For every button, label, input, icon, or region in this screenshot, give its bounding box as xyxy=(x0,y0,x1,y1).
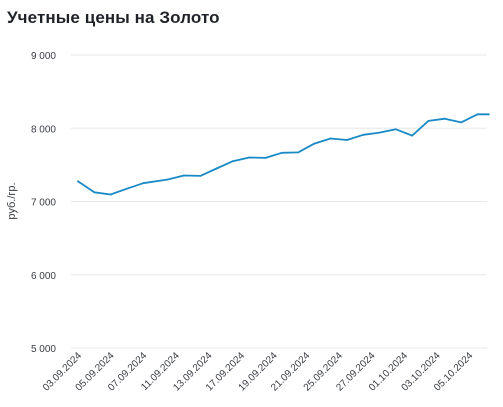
data-point xyxy=(313,142,316,145)
data-point xyxy=(166,178,169,181)
y-axis-label: руб./гр. xyxy=(6,182,18,219)
data-point xyxy=(183,174,185,177)
data-point xyxy=(93,191,96,194)
y-tick-label: 9 000 xyxy=(31,51,56,62)
data-point xyxy=(395,128,397,131)
y-tick-label: 5 000 xyxy=(31,344,56,355)
data-point xyxy=(199,175,202,177)
data-point xyxy=(297,151,299,154)
y-tick-label: 7 000 xyxy=(31,198,56,209)
data-point xyxy=(126,187,128,190)
data-point xyxy=(476,113,479,116)
data-point xyxy=(346,139,348,141)
data-point xyxy=(487,113,490,116)
data-point xyxy=(248,156,251,159)
data-point xyxy=(77,180,79,183)
data-point xyxy=(378,131,381,134)
y-axis-ticks: 5 000 6 000 7 000 8 000 9 000 xyxy=(31,51,56,355)
data-point xyxy=(231,160,234,163)
x-axis-ticks: 03.09.202405.09.202407.09.202411.09.2024… xyxy=(41,350,476,393)
data-point xyxy=(264,157,267,159)
data-point xyxy=(329,137,332,140)
data-point xyxy=(109,193,112,196)
series-layer xyxy=(77,113,490,196)
data-point xyxy=(411,134,414,137)
data-point xyxy=(427,120,430,122)
data-point xyxy=(443,117,446,120)
grid-layer xyxy=(71,54,487,349)
data-point xyxy=(362,133,365,136)
page-title: Учетные цены на Золото xyxy=(7,8,220,27)
y-tick-label: 8 000 xyxy=(31,124,56,135)
data-point xyxy=(460,121,462,124)
data-point xyxy=(215,167,218,170)
y-tick-label: 6 000 xyxy=(31,271,56,282)
data-point xyxy=(142,182,145,185)
data-point xyxy=(280,151,283,154)
series-line xyxy=(77,113,490,196)
